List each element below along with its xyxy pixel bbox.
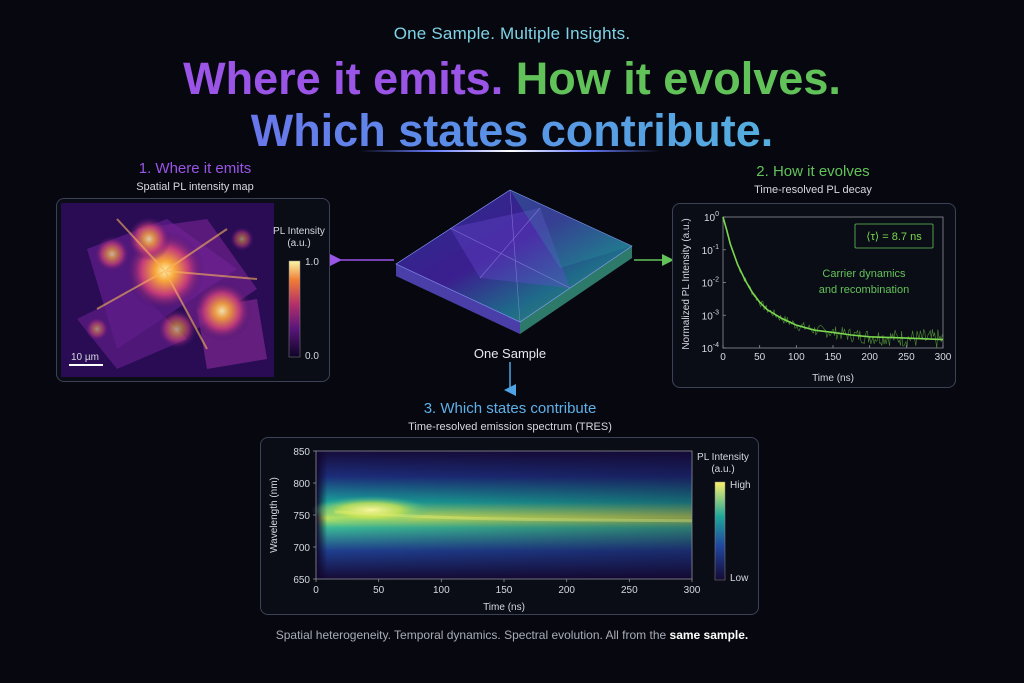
decay-ytick-label: 10-2: [702, 277, 719, 290]
headline-where: Where it emits.: [183, 53, 504, 104]
colorbar3-title-2: (a.u.): [711, 464, 734, 475]
tres-hotspot: [311, 496, 431, 524]
footer-text: Spatial heterogeneity. Temporal dynamics…: [275, 628, 667, 642]
tres-xtick-label: 250: [621, 585, 638, 596]
tres-xtick-label: 100: [433, 585, 450, 596]
footer-bold: same sample.: [669, 628, 749, 642]
decay-xtick-label: 300: [935, 352, 952, 363]
decay-ytick-label: 10-1: [702, 244, 719, 257]
decay-xtick-label: 100: [788, 352, 805, 363]
tres-xtick-label: 200: [558, 585, 575, 596]
tres-panel: 0 50 100 150 200 250 300 850 800 750 700 650 Time (…: [260, 437, 759, 615]
decay-xtick-label: 200: [861, 352, 878, 363]
tres-ytick-label: 800: [293, 479, 310, 490]
decay-ytick-label: 100: [704, 211, 719, 224]
headline-line-1: Where it emits. How it evolves.: [0, 52, 1024, 106]
colorbar1-title-1: PL Intensity: [273, 226, 325, 237]
tres-xtick-label: 50: [373, 585, 385, 596]
decay-xtick-label: 0: [720, 352, 726, 363]
decay-panel: 0 50 100 150 200 250 300 100 10-1 10-2 10-3 10-4 ⟨τ…: [672, 203, 956, 388]
section2-title: 2. How it evolves: [756, 163, 870, 180]
tagline: One Sample. Multiple Insights.: [393, 24, 631, 43]
section1-subtitle: Spatial PL intensity map: [136, 181, 254, 193]
colorbar3-high: High: [730, 480, 751, 491]
divider-glow: [360, 150, 660, 152]
tres-xtick-label: 150: [496, 585, 513, 596]
decay-annotation-2: and recombination: [819, 284, 910, 296]
tres-ticks: 0 50 100 150 200 250 300 850 800 750 700 650: [293, 447, 700, 596]
sample-illustration: [330, 189, 674, 396]
section1-title: 1. Where it emits: [138, 160, 252, 177]
decay-xtick-label: 250: [898, 352, 915, 363]
tres-ytick-label: 700: [293, 543, 310, 554]
scale-bar-label: 10 µm: [71, 352, 99, 363]
decay-xlabel: Time (ns): [812, 373, 854, 384]
lifetime-label: ⟨τ⟩ = 8.7 ns: [866, 231, 922, 243]
colorbar1-min: 0.0: [305, 351, 319, 362]
footer: Spatial heterogeneity. Temporal dynamics…: [0, 628, 1024, 642]
decay-ytick-label: 10-3: [702, 309, 719, 322]
section3-subtitle: Time-resolved emission spectrum (TRES): [408, 421, 612, 433]
colorbar1: [288, 260, 301, 358]
tres-peak-ridge: [334, 510, 693, 523]
tres-ytick-label: 750: [293, 511, 310, 522]
tres-xlabel: Time (ns): [483, 602, 525, 613]
decay-ytick-label: 10-4: [702, 342, 719, 355]
colorbar3-title-1: PL Intensity: [697, 452, 749, 463]
decay-annotation-1: Carrier dynamics: [822, 268, 906, 280]
pl-map-panel: 10 µm PL Intensity (a.u.) 1.0 0.0: [56, 198, 330, 382]
colorbar3: [714, 481, 726, 581]
section3-title: 3. Which states contribute: [423, 400, 597, 417]
section2-subtitle: Time-resolved PL decay: [754, 184, 872, 196]
decay-ylabel: Normalized PL Intensity (a.u.): [681, 218, 692, 349]
sample-side-left: [396, 264, 520, 334]
decay-xtick-label: 50: [754, 352, 766, 363]
pl-map-figure: 10 µm PL Intensity (a.u.) 1.0 0.0: [61, 203, 325, 377]
headline-how: How it evolves.: [515, 53, 841, 104]
lifetime-box: [854, 223, 934, 249]
decay-chart: 0 50 100 150 200 250 300 100 10-1 10-2 10-3 10-4 ⟨τ…: [681, 211, 952, 384]
colorbar1-max: 1.0: [305, 257, 319, 268]
tres-ytick-label: 650: [293, 575, 310, 586]
tres-xtick-label: 0: [313, 585, 319, 596]
sample-side-right: [520, 246, 632, 334]
decay-ticks: 0 50 100 150 200 250 300 100 10-1 10-2 10-3 10-4: [702, 211, 952, 363]
colorbar1-title-2: (a.u.): [287, 238, 310, 249]
one-sample-label: One Sample: [473, 346, 547, 361]
tres-xtick-label: 300: [684, 585, 701, 596]
tres-ylabel: Wavelength (nm): [269, 477, 280, 553]
decay-xtick-label: 150: [825, 352, 842, 363]
tres-chart: 0 50 100 150 200 250 300 850 800 750 700 650 Time (…: [269, 447, 751, 613]
decay-series-line: [722, 216, 944, 341]
headline-line-2: Which states contribute.: [0, 104, 1024, 158]
sample-top-face: [395, 189, 633, 323]
colorbar3-low: Low: [730, 573, 749, 584]
tres-ytick-label: 850: [293, 447, 310, 458]
